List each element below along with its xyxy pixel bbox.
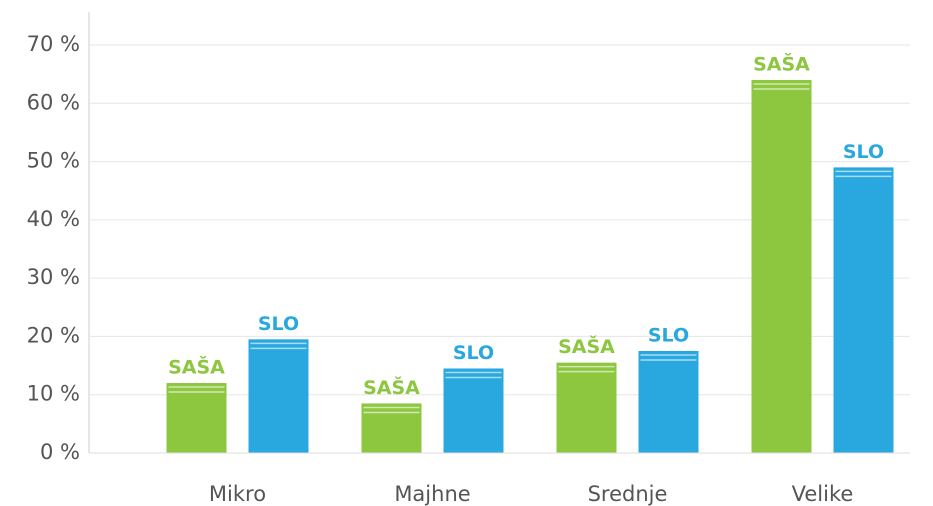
bar-label: SLO bbox=[258, 313, 299, 335]
bar bbox=[833, 167, 894, 453]
bar bbox=[638, 351, 699, 453]
y-tick-label: 50 % bbox=[27, 149, 80, 173]
bar-label: SLO bbox=[453, 342, 494, 364]
x-tick-label: Majhne bbox=[394, 482, 470, 506]
bar bbox=[361, 403, 422, 453]
bar bbox=[556, 362, 617, 453]
bar-label: SAŠA bbox=[363, 375, 420, 399]
bar-label: SAŠA bbox=[753, 51, 810, 75]
x-tick-label: Velike bbox=[792, 482, 854, 506]
bar-label: SLO bbox=[843, 141, 884, 163]
bar bbox=[248, 339, 309, 453]
y-tick-label: 0 % bbox=[40, 440, 80, 464]
bar bbox=[443, 368, 504, 453]
y-tick-label: 40 % bbox=[27, 207, 80, 231]
y-tick-label: 20 % bbox=[27, 323, 80, 347]
y-tick-label: 30 % bbox=[27, 265, 80, 289]
bar bbox=[166, 383, 227, 453]
x-tick-label: Mikro bbox=[209, 482, 266, 506]
bar-label: SAŠA bbox=[558, 334, 615, 358]
bar-label: SLO bbox=[648, 325, 689, 347]
y-tick-label: 70 % bbox=[27, 32, 80, 56]
bar-label: SAŠA bbox=[168, 355, 225, 379]
x-tick-label: Srednje bbox=[588, 482, 668, 506]
y-tick-label: 60 % bbox=[27, 90, 80, 114]
y-tick-label: 10 % bbox=[27, 382, 80, 406]
bar bbox=[751, 79, 812, 453]
